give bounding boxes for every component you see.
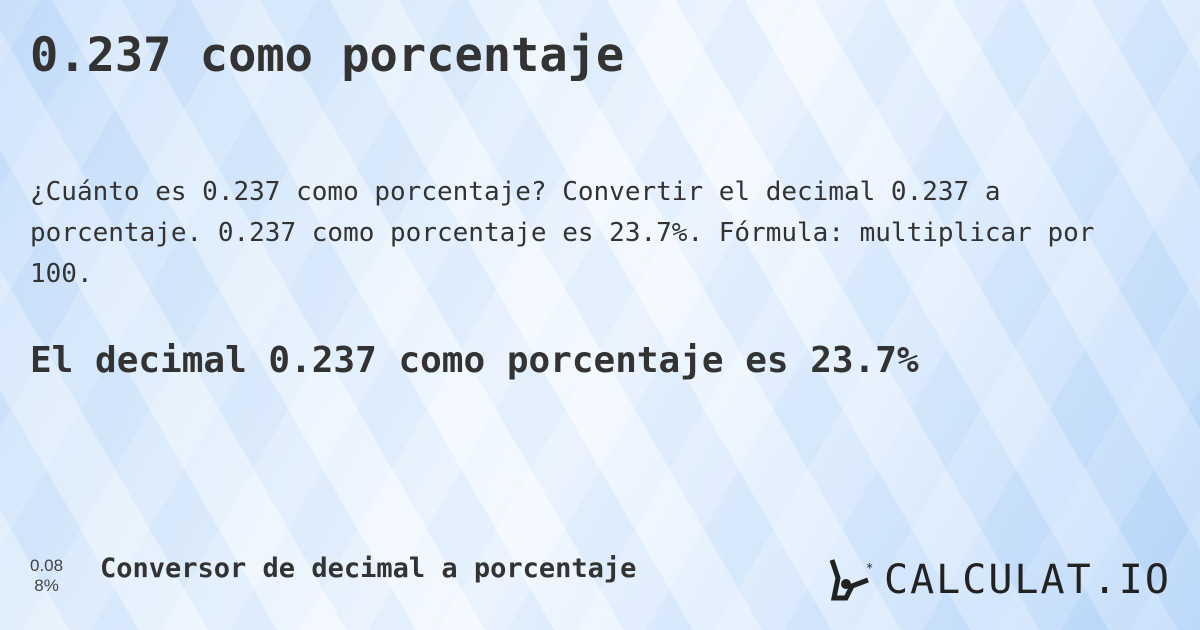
logo-text: CALCULAT.IO [884,557,1171,603]
result-text: El decimal 0.237 como porcentaje es 23.7… [30,340,919,381]
converter-link[interactable]: Conversor de decimal a porcentaje [100,553,637,584]
svg-text:*: * [866,561,873,575]
magic-hand-icon: * [829,559,873,601]
converter-icon: 0.08 8% [30,556,63,596]
description: ¿Cuánto es 0.237 como porcentaje? Conver… [30,177,1095,289]
icon-bottom-text: 8% [34,576,59,595]
icon-top-text: 0.08 [30,556,64,575]
page-title: 0.237 como porcentaje [30,28,625,83]
calculat-logo[interactable]: * CALCULAT.IO [828,557,1171,603]
